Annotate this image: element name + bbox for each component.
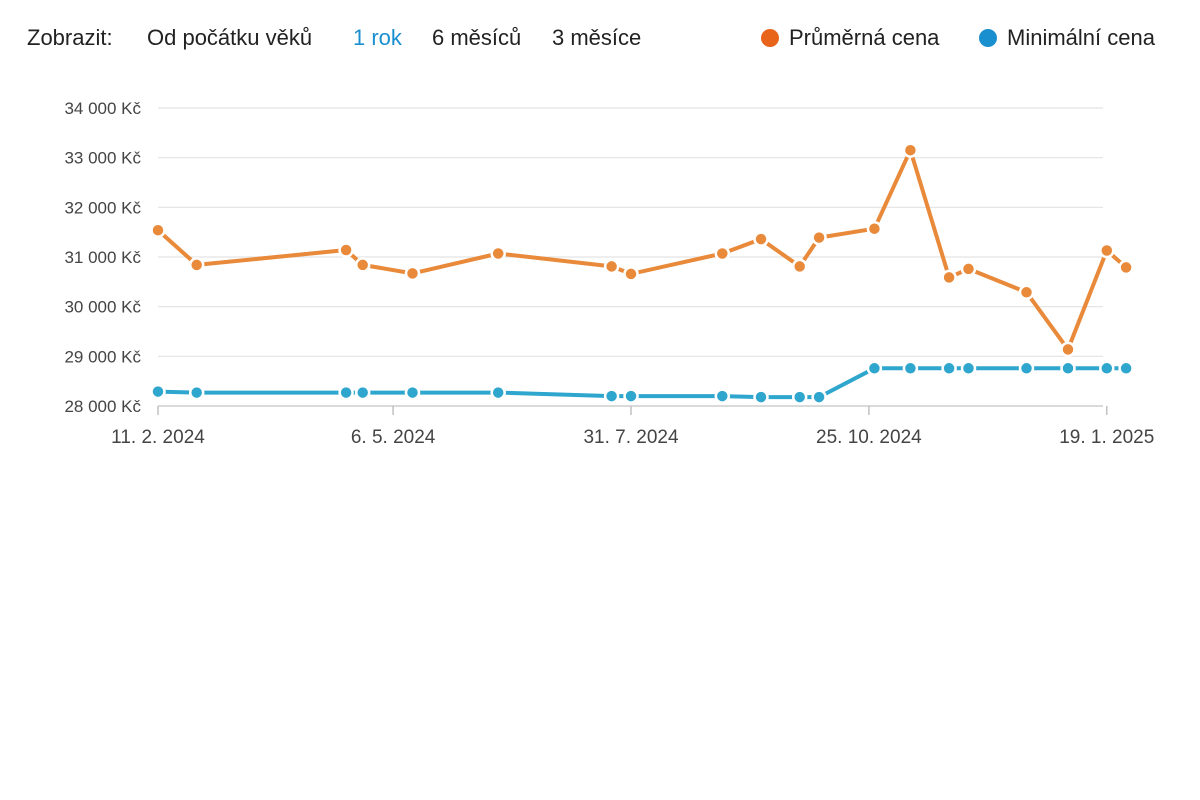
x-tick-label: 19. 1. 2025 (1059, 427, 1154, 448)
data-point-average-price[interactable] (791, 258, 808, 275)
data-point-minimum-price[interactable] (960, 360, 977, 377)
data-point-minimum-price[interactable] (490, 384, 506, 401)
data-point-average-price[interactable] (1018, 284, 1035, 301)
range-option-6-months[interactable]: 6 měsíců (432, 25, 522, 50)
data-point-minimum-price[interactable] (150, 383, 166, 400)
data-point-minimum-price[interactable] (338, 384, 354, 401)
series-layer (150, 142, 1134, 405)
y-tick-label: 31 000 Kč (64, 248, 141, 267)
x-tick-label: 11. 2. 2024 (111, 427, 205, 448)
legend-dot-minimum-price-icon (979, 29, 997, 47)
data-point-minimum-price[interactable] (902, 360, 919, 377)
data-point-average-price[interactable] (941, 269, 957, 286)
data-point-average-price[interactable] (354, 257, 371, 273)
legend-dot-average-price-icon (761, 29, 779, 47)
data-point-minimum-price[interactable] (941, 360, 957, 377)
data-point-average-price[interactable] (866, 220, 883, 237)
y-axis: 28 000 Kč 29 000 Kč 30 000 Kč 31 000 Kč 32 0… (64, 99, 141, 416)
range-option-all-time[interactable]: Od počátku věků (147, 25, 313, 50)
data-point-minimum-price[interactable] (404, 384, 421, 401)
series-line-average-price (156, 148, 1129, 352)
data-point-average-price[interactable] (960, 261, 977, 277)
data-point-minimum-price[interactable] (866, 360, 883, 377)
data-point-average-price[interactable] (714, 245, 731, 262)
data-point-average-price[interactable] (150, 222, 166, 238)
data-point-average-price[interactable] (188, 257, 205, 273)
series-line-minimum-price (156, 366, 1129, 400)
y-tick-label: 30 000 Kč (64, 298, 141, 317)
data-point-average-price[interactable] (404, 265, 421, 282)
data-point-average-price[interactable] (902, 142, 919, 158)
data-point-average-price[interactable] (490, 245, 506, 262)
series-average-price (150, 142, 1134, 358)
data-point-average-price[interactable] (623, 266, 639, 282)
data-point-minimum-price[interactable] (1060, 360, 1076, 377)
x-tick-label: 31. 7. 2024 (583, 427, 679, 448)
data-point-average-price[interactable] (1060, 341, 1076, 358)
legend-label-minimum-price: Minimální cena (1007, 25, 1155, 50)
price-history-chart: 28 000 Kč 29 000 Kč 30 000 Kč 31 000 Kč 32 0… (64, 99, 1154, 448)
data-point-average-price[interactable] (338, 242, 354, 258)
data-point-average-price[interactable] (753, 231, 769, 247)
data-point-minimum-price[interactable] (1118, 360, 1134, 377)
x-tick-label: 25. 10. 2024 (816, 427, 922, 448)
y-tick-label: 33 000 Kč (64, 149, 141, 168)
data-point-average-price[interactable] (603, 258, 620, 275)
x-axis: 11. 2. 2024 6. 5. 2024 31. 7. 2024 25. 10. … (111, 405, 1154, 448)
grid-lines (158, 107, 1103, 407)
data-point-average-price[interactable] (1118, 259, 1134, 276)
data-point-minimum-price[interactable] (1018, 360, 1035, 377)
data-point-minimum-price[interactable] (714, 388, 731, 404)
range-option-3-months[interactable]: 3 měsíce (552, 25, 642, 50)
series-minimum-price (150, 360, 1134, 405)
legend-label-average-price: Průměrná cena (789, 25, 940, 50)
data-point-minimum-price[interactable] (354, 384, 371, 401)
y-tick-label: 34 000 Kč (64, 99, 141, 118)
data-point-minimum-price[interactable] (811, 389, 827, 405)
data-point-average-price[interactable] (811, 229, 827, 246)
data-point-minimum-price[interactable] (603, 388, 620, 404)
data-point-minimum-price[interactable] (188, 384, 205, 401)
range-option-1-year[interactable]: 1 rok (353, 25, 402, 50)
data-point-average-price[interactable] (1099, 242, 1115, 259)
data-point-minimum-price[interactable] (753, 389, 769, 405)
data-point-minimum-price[interactable] (1099, 360, 1115, 377)
y-tick-label: 32 000 Kč (64, 198, 141, 217)
y-tick-label: 29 000 Kč (64, 347, 141, 366)
data-point-minimum-price[interactable] (623, 388, 639, 404)
data-point-minimum-price[interactable] (791, 389, 808, 405)
y-tick-label: 28 000 Kč (64, 397, 141, 416)
x-tick-label: 6. 5. 2024 (351, 427, 436, 448)
chart-toolbar: Zobrazit: Od počátku věků 1 rok 6 měsíců… (0, 0, 1200, 76)
range-filter-label: Zobrazit: (27, 25, 113, 50)
